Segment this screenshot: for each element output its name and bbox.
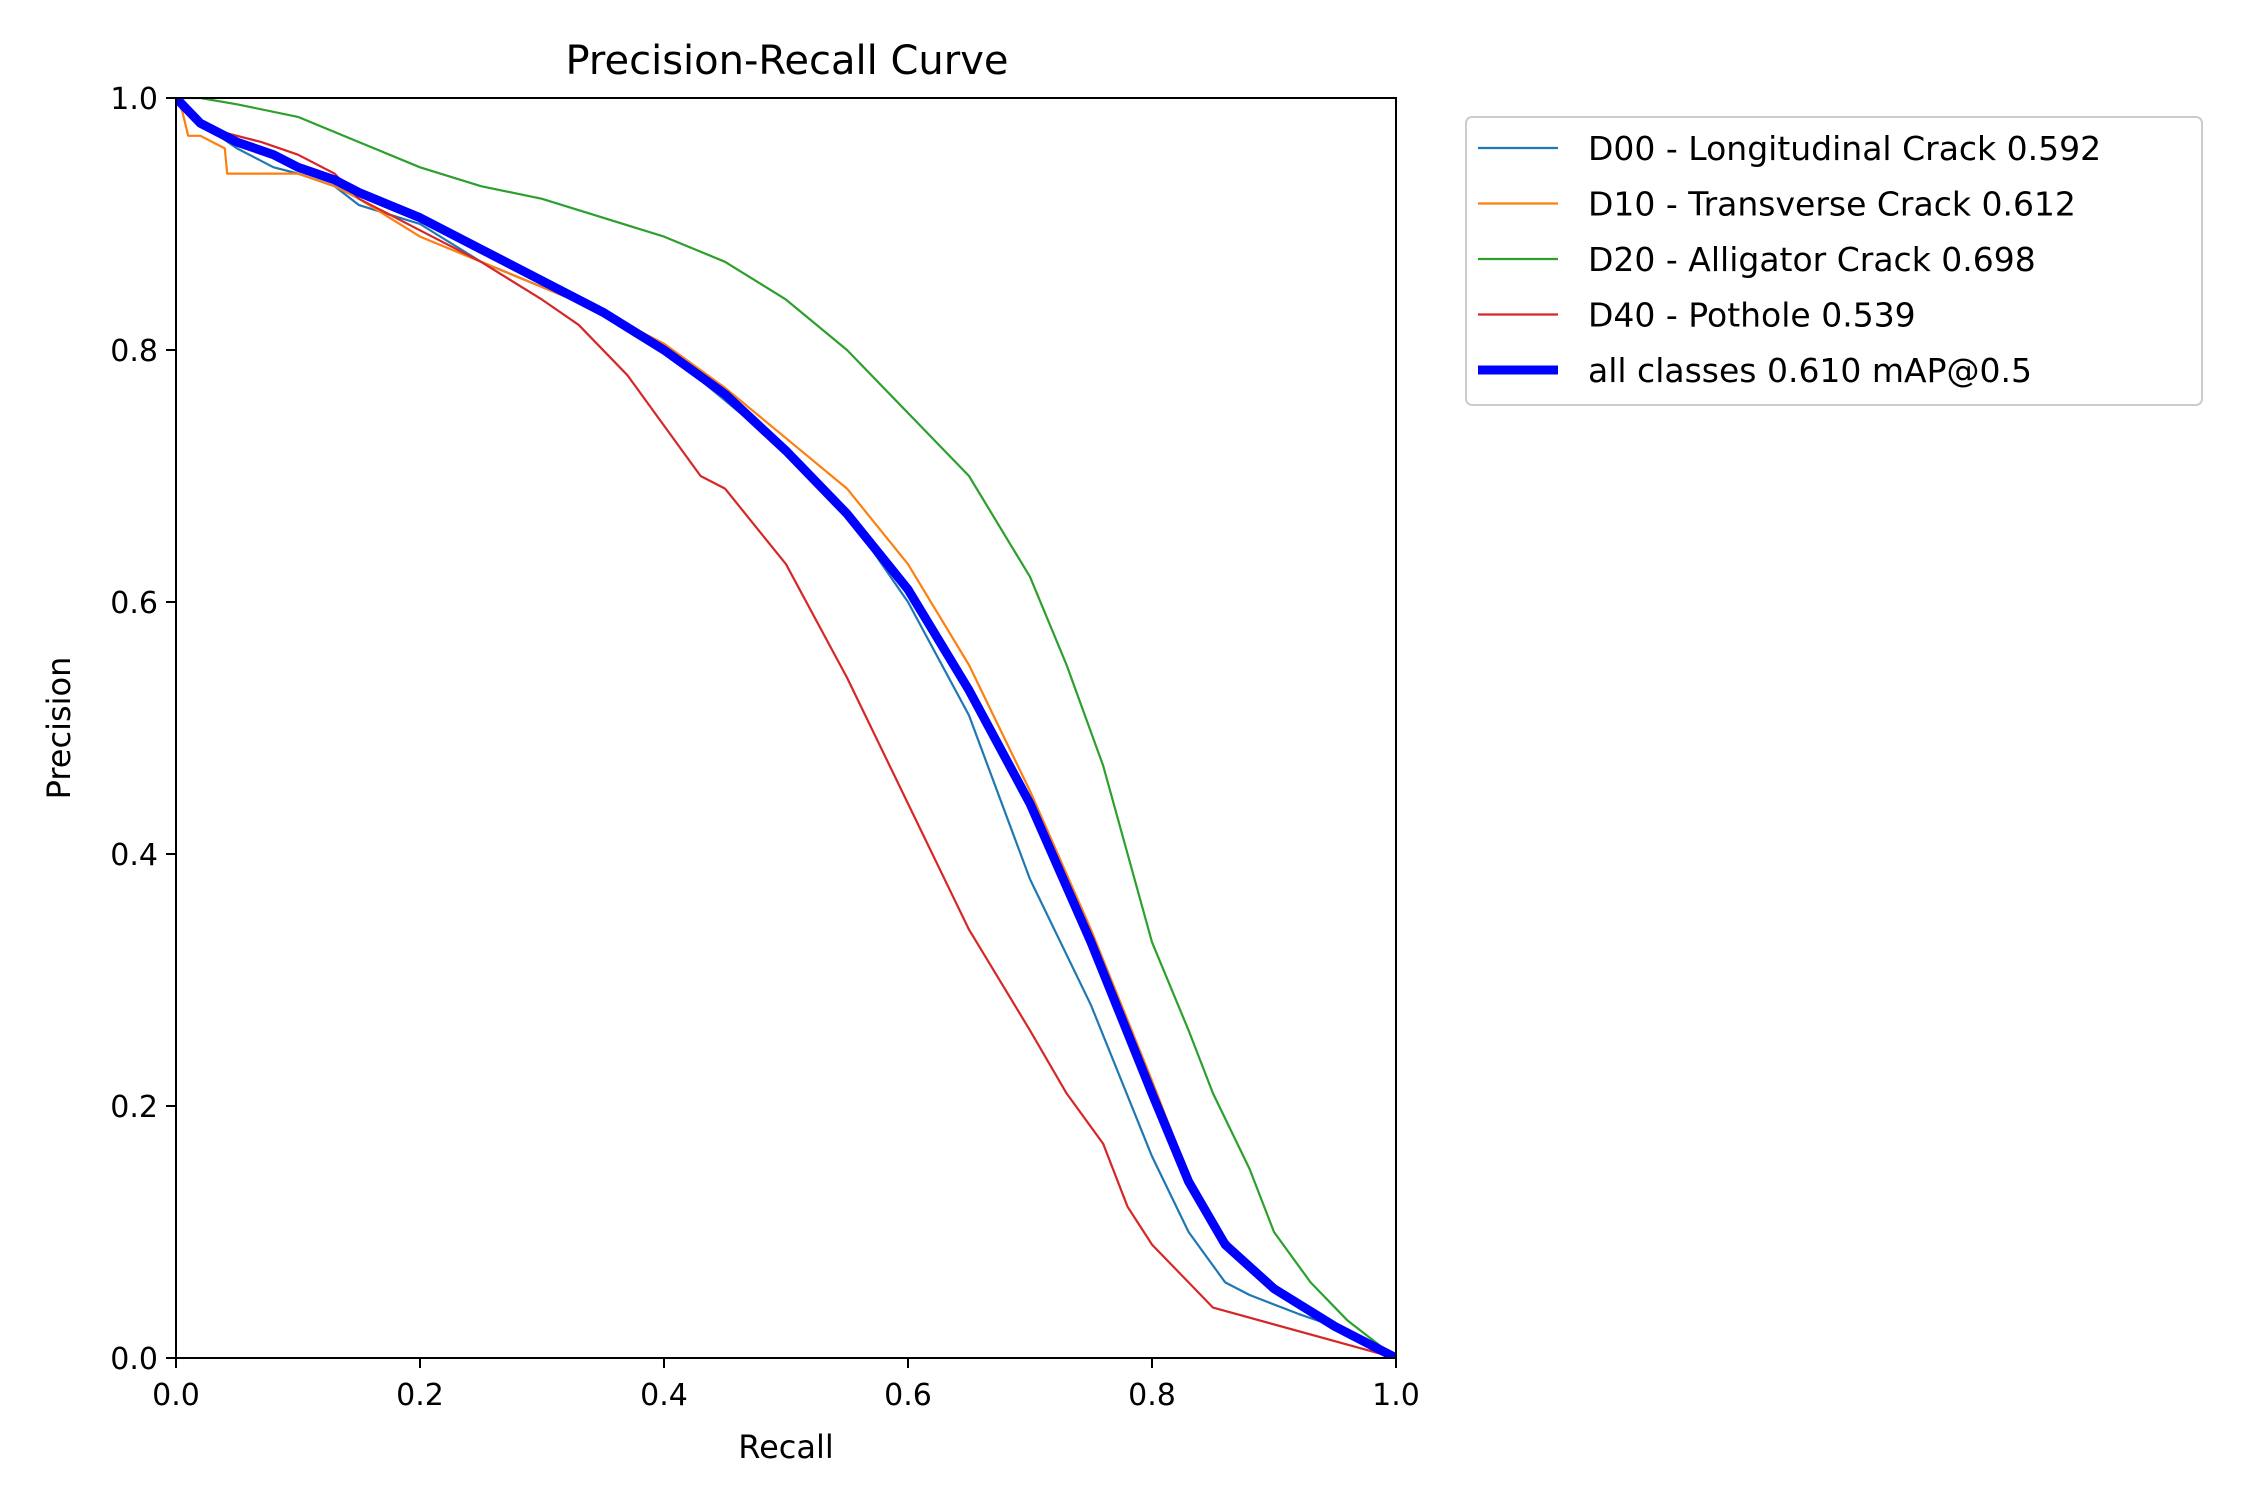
legend-label-1: D10 - Transverse Crack 0.612 bbox=[1588, 185, 2076, 224]
y-axis-ticks: 0.0 0.2 0.4 0.6 0.8 1.0 bbox=[110, 82, 176, 1377]
x-tick-label-1: 0.2 bbox=[396, 1378, 444, 1413]
y-tick-label-4: 0.8 bbox=[110, 334, 158, 369]
chart-title: Precision-Recall Curve bbox=[566, 38, 1009, 84]
y-tick-label-3: 0.6 bbox=[110, 586, 158, 621]
x-tick-label-2: 0.4 bbox=[640, 1378, 688, 1413]
series-layer bbox=[176, 98, 1396, 1358]
legend-items: D00 - Longitudinal Crack 0.592 D10 - Tran… bbox=[1478, 129, 2101, 390]
plot-area bbox=[175, 97, 1397, 1359]
series-line-0 bbox=[176, 98, 1396, 1358]
y-tick-label-2: 0.4 bbox=[110, 838, 158, 873]
x-tick-label-3: 0.6 bbox=[884, 1378, 932, 1413]
legend-label-2: D20 - Alligator Crack 0.698 bbox=[1588, 240, 2036, 279]
legend-label-4: all classes 0.610 mAP@0.5 bbox=[1588, 351, 2032, 390]
plot-frame bbox=[175, 97, 1397, 1359]
y-tick-label-0: 0.0 bbox=[110, 1342, 158, 1377]
y-tick-label-1: 0.2 bbox=[110, 1090, 158, 1125]
legend-label-3: D40 - Pothole 0.539 bbox=[1588, 296, 1916, 335]
series-line-2 bbox=[176, 98, 1396, 1358]
x-axis-ticks: 0.0 0.2 0.4 0.6 0.8 1.0 bbox=[152, 1358, 1420, 1413]
legend-frame bbox=[1465, 116, 2203, 406]
legend-label-0: D00 - Longitudinal Crack 0.592 bbox=[1588, 129, 2101, 168]
y-axis-label: Precision bbox=[40, 657, 78, 800]
legend: D00 - Longitudinal Crack 0.592 D10 - Tran… bbox=[1465, 116, 2203, 406]
series-line-4 bbox=[176, 98, 1396, 1358]
y-tick-label-5: 1.0 bbox=[110, 82, 158, 117]
x-tick-label-4: 0.8 bbox=[1128, 1378, 1176, 1413]
x-tick-label-5: 1.0 bbox=[1372, 1378, 1420, 1413]
series-line-1 bbox=[176, 98, 1396, 1358]
x-tick-label-0: 0.0 bbox=[152, 1378, 200, 1413]
series-line-3 bbox=[176, 98, 1396, 1358]
x-axis-label: Recall bbox=[738, 1428, 833, 1466]
